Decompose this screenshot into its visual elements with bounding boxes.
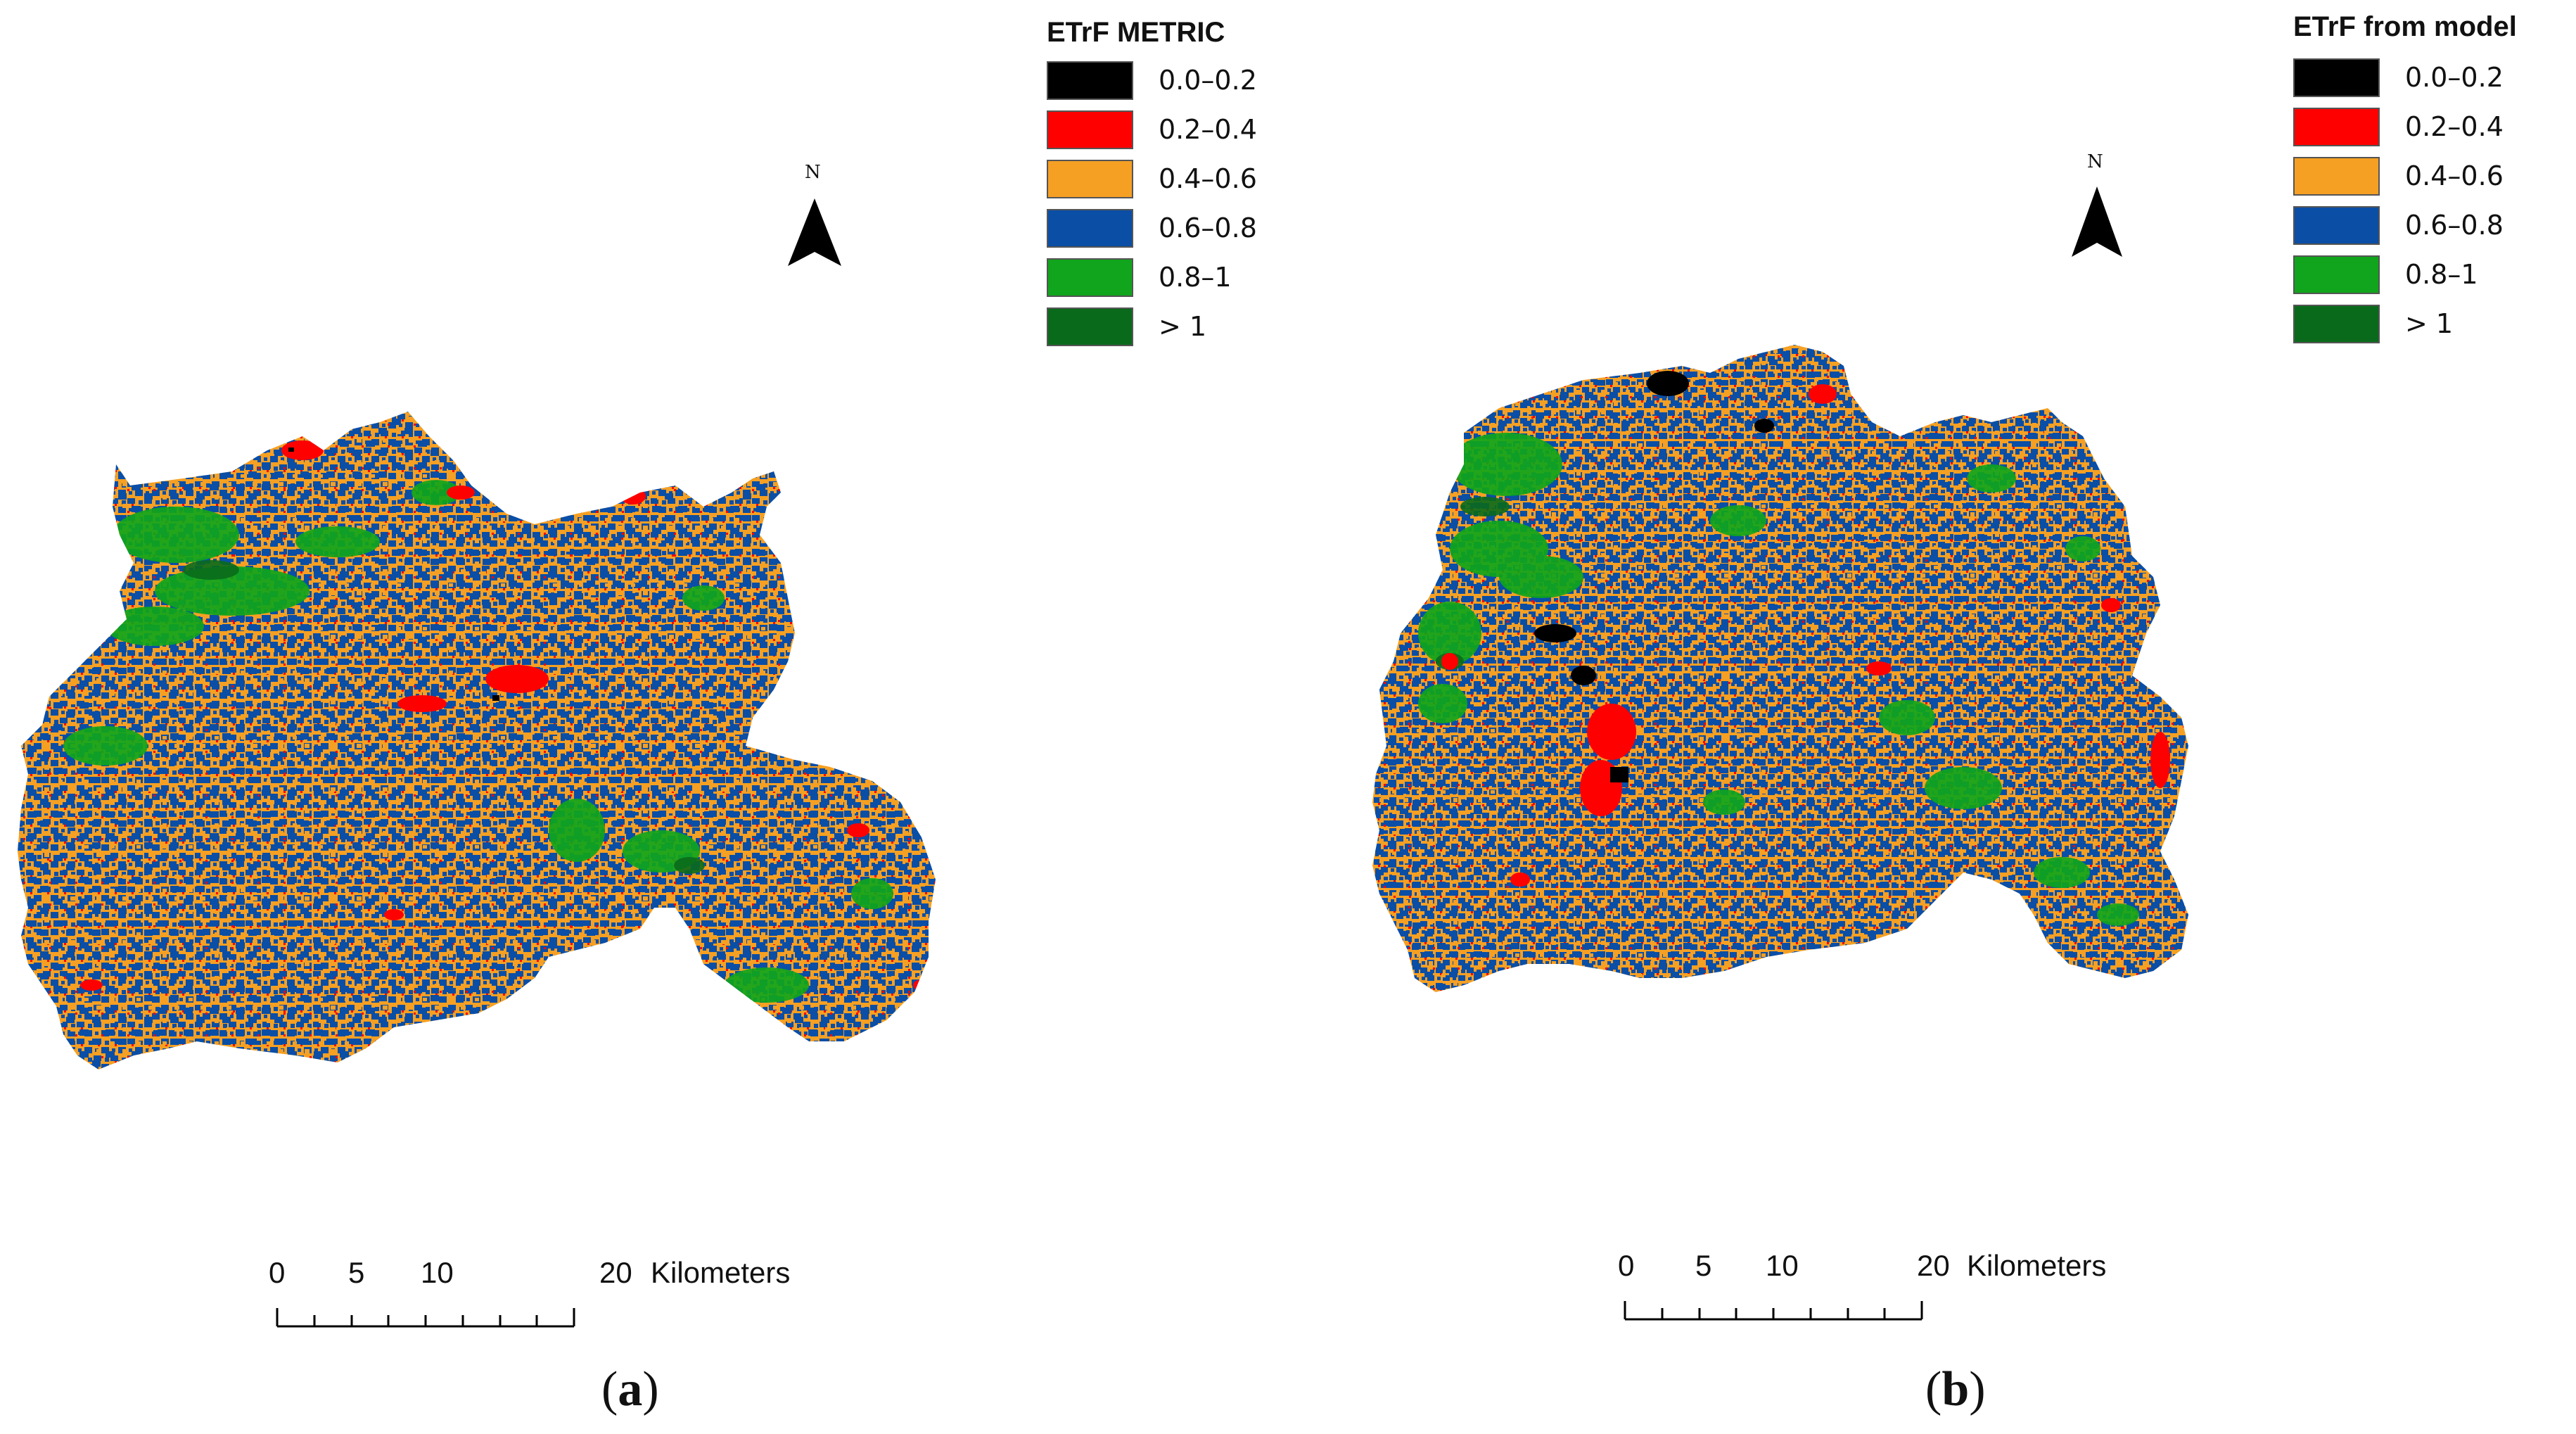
legend-label: 0.2–0.4 [2405, 111, 2504, 142]
scale-bar-graphic [1624, 1301, 1923, 1321]
scale-tick-0: 0 [269, 1256, 286, 1289]
scale-bar: 0 5 10 20 Kilometers [1617, 1249, 2214, 1326]
legend-item: > 1 [2293, 303, 2453, 345]
etrf-metric-map [18, 412, 936, 1070]
legend-swatch [1047, 159, 1133, 198]
map-panel-b: ETrF from model 0.0–0.2 0.2–0.4 0.4–0.6 0.6… [1288, 0, 2576, 1434]
legend: ETrF from model 0.0–0.2 0.2–0.4 0.4–0.6 0.6… [2293, 11, 2575, 345]
legend-swatch [2293, 156, 2380, 196]
legend-item: 0.4–0.6 [2293, 155, 2504, 197]
legend-swatch [1047, 307, 1133, 346]
legend-label: 0.6–0.8 [1159, 212, 1257, 243]
legend-item: 0.6–0.8 [1047, 207, 1257, 249]
legend-item: 0.8–1 [1047, 256, 1232, 298]
legend-item: 0.4–0.6 [1047, 158, 1257, 200]
scale-tick-20: 20 [599, 1256, 632, 1289]
scale-unit: Kilometers [651, 1256, 791, 1289]
panel-caption-a: (a) [601, 1362, 659, 1416]
etrf-model-map [1372, 345, 2188, 992]
legend-label: 0.2–0.4 [1159, 114, 1257, 145]
north-arrow: N [781, 162, 851, 274]
legend-swatch [2293, 304, 2380, 343]
legend-swatch [1047, 61, 1133, 100]
scale-tick-0: 0 [1618, 1249, 1635, 1282]
legend-swatch [2293, 58, 2380, 97]
legend-label: 0.0–0.2 [2405, 62, 2504, 93]
north-arrow: N [2062, 151, 2132, 264]
north-arrow-icon [2072, 186, 2122, 257]
north-arrow-icon [788, 198, 841, 266]
legend-swatch [2293, 205, 2380, 245]
scale-tick-10: 10 [421, 1256, 454, 1289]
legend-label: 0.6–0.8 [2405, 210, 2504, 241]
legend-label: 0.8–1 [2405, 259, 2478, 290]
scale-tick-10: 10 [1766, 1249, 1799, 1282]
north-label: N [2087, 151, 2103, 172]
legend-item: 0.8–1 [2293, 253, 2478, 296]
scale-unit: Kilometers [1967, 1249, 2107, 1282]
legend: ETrF METRIC 0.0–0.2 0.2–0.4 0.4–0.6 0.6–0.8… [1047, 17, 1286, 348]
legend-swatch [2293, 255, 2380, 294]
legend-item: 0.0–0.2 [2293, 56, 2504, 99]
legend-swatch [1047, 110, 1133, 149]
scale-bar: 0 5 10 20 Kilometers [267, 1256, 865, 1333]
legend-label: 0.8–1 [1159, 262, 1232, 293]
map-panel-a: ETrF METRIC 0.0–0.2 0.2–0.4 0.4–0.6 0.6–0.8… [18, 17, 1286, 1416]
legend-label: 0.0–0.2 [1159, 65, 1257, 96]
legend-title: ETrF from model [2293, 11, 2517, 42]
north-label: N [805, 162, 821, 183]
panel-caption-b: (b) [1925, 1362, 1986, 1416]
legend-label: 0.4–0.6 [2405, 160, 2504, 191]
legend-swatch [2293, 107, 2380, 146]
legend-item: > 1 [1047, 305, 1206, 348]
legend-title: ETrF METRIC [1047, 17, 1225, 48]
legend-item: 0.2–0.4 [1047, 108, 1257, 151]
legend-swatch [1047, 208, 1133, 248]
scale-tick-5: 5 [348, 1256, 365, 1289]
legend-label: 0.4–0.6 [1159, 163, 1257, 194]
legend-item: 0.6–0.8 [2293, 204, 2504, 246]
scale-tick-20: 20 [1917, 1249, 1950, 1282]
legend-label: > 1 [2405, 308, 2454, 339]
legend-item: 0.2–0.4 [2293, 106, 2504, 148]
scale-bar-graphic [276, 1308, 575, 1328]
legend-item: 0.0–0.2 [1047, 59, 1257, 101]
legend-swatch [1047, 258, 1133, 297]
scale-tick-5: 5 [1695, 1249, 1712, 1282]
legend-label: > 1 [1159, 311, 1207, 342]
